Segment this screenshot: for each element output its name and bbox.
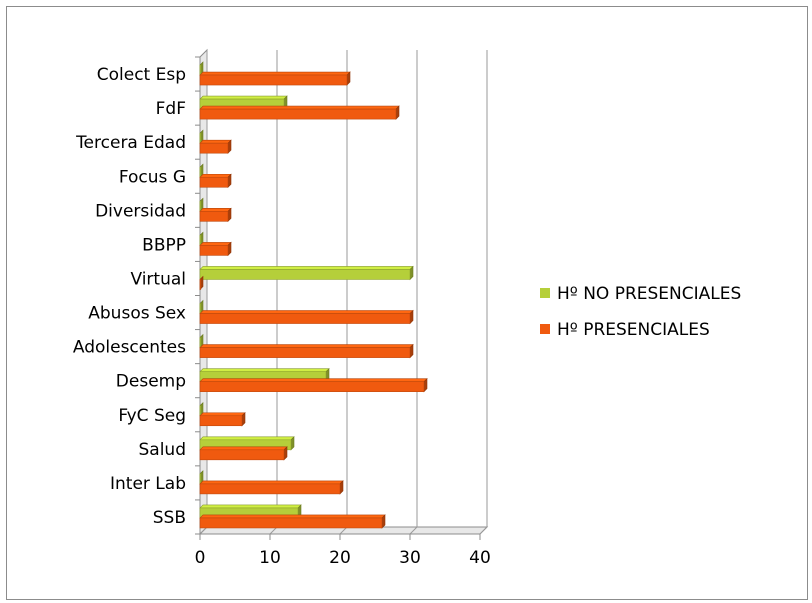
chart-frame: Colect Esp FdF Tercera Edad Focus G Diversid… [6, 6, 808, 600]
x-tick-label: 30 [399, 548, 421, 568]
bar-no-presenciales [199, 265, 414, 281]
bar-chart: Colect Esp FdF Tercera Edad Focus G Diversid… [73, 48, 741, 568]
category-label: Desemp [116, 372, 186, 392]
bar-no-presenciales [199, 129, 204, 144]
bar-presenciales [199, 377, 428, 393]
gridline-floor-connector [479, 526, 488, 535]
legend: Hº NO PRESENCIALES Hº PRESENCIALES [540, 284, 741, 340]
x-tick-labels: 0 10 20 30 40 [195, 548, 491, 568]
legend-label: Hº NO PRESENCIALES [557, 284, 741, 304]
category-label: Abusos Sex [88, 304, 186, 324]
legend-swatch [540, 324, 550, 334]
category-label: Inter Lab [110, 474, 186, 494]
category-label: FyC Seg [118, 406, 186, 426]
bar-presenciales [199, 241, 232, 257]
x-tick-label: 10 [259, 548, 281, 568]
x-tick-label: 20 [329, 548, 351, 568]
category-label: Diversidad [95, 201, 186, 221]
bar-presenciales [199, 105, 400, 120]
bars [199, 61, 428, 529]
legend-label: Hº PRESENCIALES [557, 320, 710, 340]
bar-presenciales [199, 207, 232, 223]
bar-presenciales [199, 514, 386, 529]
bar-presenciales [199, 343, 414, 359]
x-tick-label: 0 [195, 548, 206, 568]
bar-presenciales [199, 309, 414, 325]
x-tick-label: 40 [469, 548, 491, 568]
category-label: Tercera Edad [75, 133, 186, 153]
category-label: Colect Esp [97, 65, 186, 85]
bar-presenciales [199, 71, 351, 86]
bar-no-presenciales [199, 367, 330, 383]
category-labels: Colect Esp FdF Tercera Edad Focus G Diversid… [73, 65, 186, 528]
category-label: FdF [156, 99, 186, 119]
bar-presenciales [199, 173, 232, 188]
plot-side-wall [199, 48, 208, 536]
plot-walls [198, 48, 489, 536]
bar-presenciales [199, 139, 232, 154]
category-label: Adolescentes [73, 338, 186, 358]
category-label: Salud [139, 440, 187, 460]
category-label: BBPP [142, 235, 186, 255]
legend-swatch [540, 288, 550, 298]
category-label: Virtual [130, 269, 186, 289]
gridline-floor-connector [409, 526, 418, 535]
bar-presenciales [199, 446, 288, 461]
category-label: SSB [153, 508, 186, 528]
bar-presenciales [199, 275, 204, 291]
bar-presenciales [199, 480, 344, 495]
bar-presenciales [199, 412, 246, 427]
category-label: Focus G [119, 167, 186, 187]
